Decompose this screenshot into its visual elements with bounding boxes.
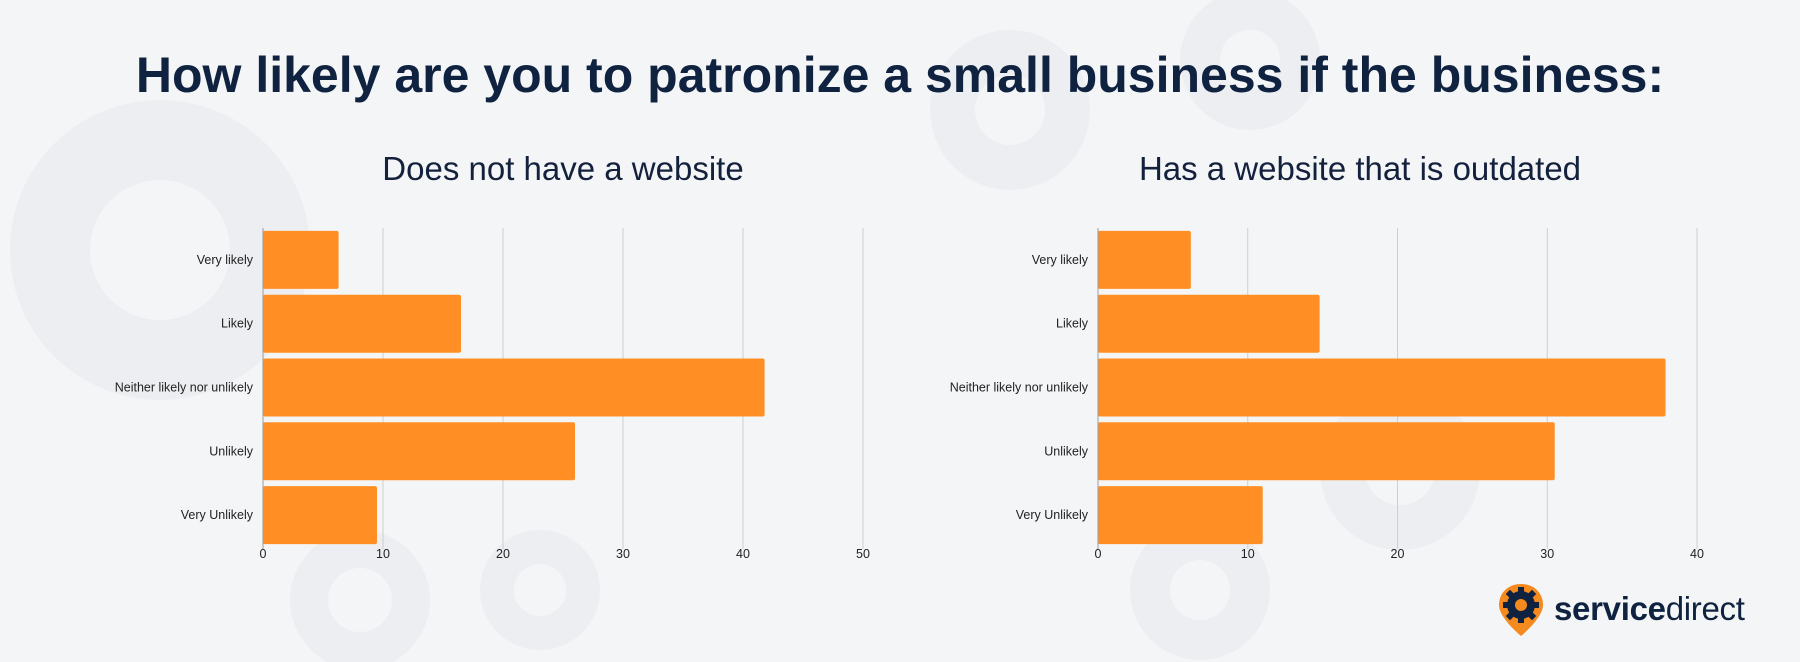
bar-no-website-2 xyxy=(263,358,765,417)
tick-label-outdated-0: 0 xyxy=(1095,547,1102,561)
gear-pin-icon xyxy=(1499,584,1543,636)
logo-text-direct: direct xyxy=(1665,590,1745,627)
tick-label-no-website-40: 40 xyxy=(736,547,750,561)
bar-outdated-0 xyxy=(1098,230,1191,289)
bar-no-website-1 xyxy=(263,294,461,353)
chart-no-website: Very likely Likely Neither likely nor unli… xyxy=(115,228,870,561)
tick-label-no-website-50: 50 xyxy=(856,547,870,561)
tick-label-outdated-10: 10 xyxy=(1241,547,1255,561)
servicedirect-logo: servicedirect xyxy=(1496,582,1786,638)
category-label-no-website-2: Neither likely nor unlikely xyxy=(115,381,254,395)
category-label-no-website-0: Very likely xyxy=(197,253,254,267)
tick-label-no-website-30: 30 xyxy=(616,547,630,561)
bar-outdated-2 xyxy=(1098,358,1666,417)
tick-label-outdated-20: 20 xyxy=(1391,547,1405,561)
bar-no-website-4 xyxy=(263,486,377,545)
bar-outdated-4 xyxy=(1098,486,1263,545)
category-label-outdated-3: Unlikely xyxy=(1044,444,1089,458)
tick-label-no-website-20: 20 xyxy=(496,547,510,561)
chart-title-no-website: Does not have a website xyxy=(382,150,744,187)
category-label-no-website-4: Very Unlikely xyxy=(181,508,254,522)
tick-label-no-website-0: 0 xyxy=(260,547,267,561)
tick-label-outdated-40: 40 xyxy=(1690,547,1704,561)
chart-title-outdated-website: Has a website that is outdated xyxy=(1138,150,1582,187)
bar-outdated-3 xyxy=(1098,422,1555,481)
category-label-outdated-2: Neither likely nor unlikely xyxy=(950,381,1089,395)
category-label-no-website-3: Unlikely xyxy=(209,444,254,458)
logo-wordmark: servicedirect xyxy=(1554,590,1745,628)
bar-no-website-3 xyxy=(263,422,575,481)
category-label-outdated-0: Very likely xyxy=(1032,253,1089,267)
tick-label-no-website-10: 10 xyxy=(376,547,390,561)
bar-no-website-0 xyxy=(263,230,339,289)
bar-outdated-1 xyxy=(1098,294,1320,353)
logo-text-service: service xyxy=(1554,590,1666,627)
page-title: How likely are you to patronize a small … xyxy=(135,47,1665,103)
category-label-no-website-1: Likely xyxy=(221,317,254,331)
category-label-outdated-4: Very Unlikely xyxy=(1016,508,1089,522)
tick-label-outdated-30: 30 xyxy=(1540,547,1554,561)
category-label-outdated-1: Likely xyxy=(1056,317,1089,331)
